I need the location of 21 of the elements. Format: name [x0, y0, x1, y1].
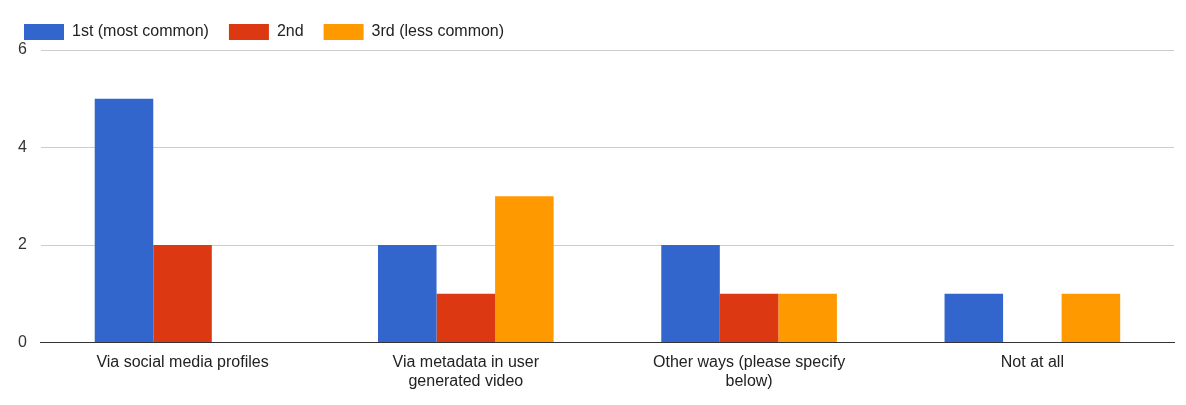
- bar: [153, 245, 212, 343]
- bar: [778, 293, 837, 343]
- bar: [378, 245, 437, 343]
- x-tick-label: Via metadata in user generated video: [392, 352, 540, 389]
- y-tick-label: 6: [17, 40, 27, 58]
- bar: [436, 293, 496, 343]
- bar: [1061, 293, 1121, 343]
- bar: [495, 196, 554, 343]
- y-tick-label: 0: [17, 333, 27, 351]
- x-tick-label: Other ways (please specify below): [653, 352, 846, 389]
- bar: [661, 245, 720, 343]
- legend-label: 2nd: [276, 22, 304, 40]
- y-tick-label: 4: [17, 137, 27, 155]
- legend-label: 3rd (less common): [371, 22, 505, 40]
- legend-label: 1st (most common): [72, 22, 209, 40]
- y-tick-label: 2: [17, 235, 27, 253]
- bar: [944, 293, 1004, 343]
- x-tick-label: Not at all: [1000, 352, 1064, 370]
- bar: [719, 293, 779, 343]
- bar: [94, 98, 154, 343]
- x-tick-label: Via social media profiles: [96, 352, 269, 370]
